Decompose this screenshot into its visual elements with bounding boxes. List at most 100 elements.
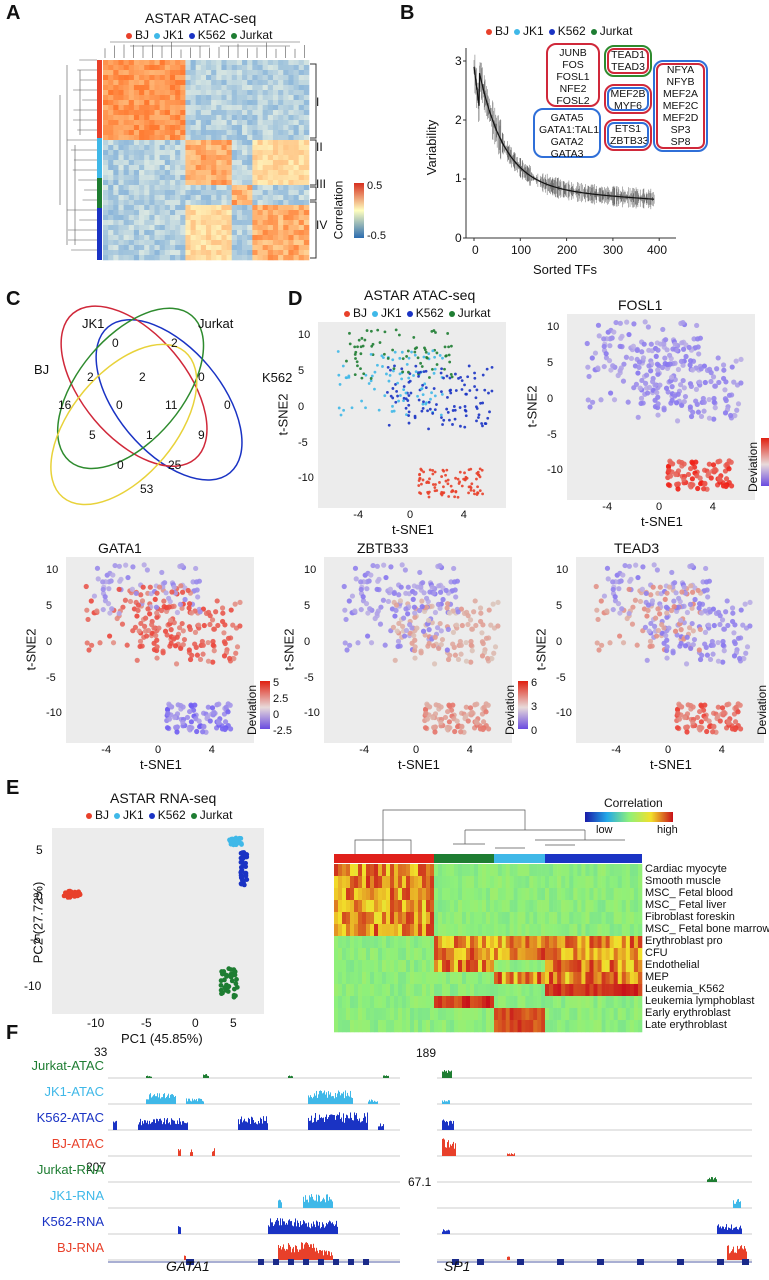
heatmap-cell bbox=[154, 195, 160, 201]
heatmap-cell bbox=[462, 864, 467, 877]
heatmap-cell bbox=[478, 924, 483, 937]
heatmap-cell bbox=[303, 70, 310, 76]
tsne-point bbox=[234, 644, 241, 650]
pca-point-k562 bbox=[239, 858, 245, 864]
tsne-point bbox=[640, 355, 647, 361]
heatmap-cell bbox=[303, 165, 310, 171]
heatmap-cell bbox=[466, 972, 471, 985]
heatmap-cell bbox=[123, 75, 130, 81]
heatmap-cell bbox=[247, 225, 253, 231]
tsne-point bbox=[437, 562, 443, 569]
heatmap-cell bbox=[190, 255, 196, 261]
heatmap-cell bbox=[113, 140, 119, 146]
heatmap-cell bbox=[278, 145, 284, 151]
tf-name: GATA3 bbox=[550, 148, 584, 160]
tsne-point bbox=[107, 610, 113, 616]
heatmap-cell bbox=[247, 145, 253, 151]
tsne-point bbox=[432, 329, 436, 332]
heatmap-cell bbox=[159, 135, 166, 141]
heatmap-cell bbox=[247, 80, 253, 86]
heatmap-cell bbox=[118, 160, 124, 166]
heatmap-cell bbox=[159, 60, 166, 66]
heatmap-cell bbox=[283, 90, 289, 96]
heatmap-cell bbox=[211, 240, 217, 246]
heatmap-cell bbox=[159, 245, 166, 251]
heatmap-cell bbox=[557, 888, 562, 901]
tsne-point bbox=[200, 642, 206, 648]
heatmap-cell bbox=[226, 220, 233, 226]
tsne-point bbox=[89, 642, 95, 648]
heatmap-cell bbox=[211, 155, 217, 161]
tsne-point bbox=[393, 602, 400, 608]
heatmap-cell bbox=[200, 140, 207, 146]
tsne-point bbox=[479, 653, 486, 659]
heatmap-cell bbox=[267, 240, 274, 246]
tsne-point bbox=[342, 640, 348, 646]
heatmap-cell bbox=[164, 245, 171, 251]
heatmap-cell bbox=[298, 220, 305, 226]
pca-xtick: -10 bbox=[87, 1016, 105, 1030]
heatmap-cell bbox=[390, 900, 395, 913]
heatmap-cell bbox=[462, 996, 467, 1009]
tsne-point bbox=[485, 726, 492, 732]
heatmap-cell bbox=[298, 130, 305, 136]
heatmap-cell bbox=[462, 960, 467, 973]
tsne-point bbox=[402, 567, 408, 573]
heatmap-cell bbox=[195, 140, 202, 146]
heatmap-cell bbox=[298, 120, 305, 126]
heatmap-cell bbox=[257, 110, 263, 116]
tsne-point bbox=[178, 645, 184, 652]
heatmap-cell bbox=[303, 135, 310, 141]
tsne-point bbox=[412, 374, 415, 377]
heatmap-cell bbox=[242, 65, 248, 71]
tsne-point bbox=[463, 478, 467, 482]
tsne-point bbox=[410, 596, 416, 602]
heatmap-cell bbox=[358, 912, 363, 925]
heatmap-cell bbox=[267, 160, 274, 166]
tsne-point bbox=[724, 461, 730, 467]
panel-a-title: ASTAR ATAC-seq bbox=[145, 10, 257, 26]
heatmap-cell bbox=[118, 155, 124, 161]
tsne-point bbox=[138, 592, 144, 598]
heatmap-cell bbox=[113, 165, 119, 171]
heatmap-cell bbox=[231, 210, 238, 216]
xtick-b-4: 400 bbox=[647, 243, 668, 257]
heatmap-cell bbox=[521, 888, 526, 901]
heatmap-cell bbox=[272, 255, 279, 261]
xtick-b-1: 100 bbox=[511, 243, 532, 257]
tsne-point bbox=[209, 617, 216, 623]
heatmap-cell bbox=[272, 80, 279, 86]
tsne-point bbox=[401, 370, 405, 374]
tsne-point bbox=[608, 390, 614, 396]
heatmap-cell bbox=[175, 115, 181, 121]
tsne-point bbox=[353, 353, 357, 356]
heatmap-cell bbox=[195, 225, 202, 231]
pca-point-jurkat bbox=[221, 969, 227, 974]
heatmap-cell bbox=[288, 215, 294, 221]
tsne-point bbox=[711, 395, 717, 402]
heatmap-cell bbox=[221, 225, 227, 231]
heatmap-cell bbox=[549, 888, 554, 901]
tsne-point bbox=[444, 647, 450, 653]
heatmap-cell bbox=[236, 210, 243, 216]
tsne-point bbox=[445, 407, 449, 411]
heatmap-cell bbox=[378, 948, 383, 961]
heatmap-cell bbox=[169, 125, 176, 131]
heatmap-cell bbox=[293, 165, 299, 171]
heatmap-cell bbox=[537, 996, 542, 1009]
tsne-point bbox=[413, 416, 417, 420]
heatmap-cell bbox=[497, 948, 503, 961]
heatmap-cell bbox=[159, 255, 166, 261]
heatmap-cell bbox=[303, 190, 310, 196]
heatmap-cell bbox=[231, 70, 238, 76]
heatmap-cell bbox=[272, 145, 279, 151]
heatmap-cell bbox=[108, 160, 114, 166]
heatmap-cell bbox=[390, 984, 395, 997]
tsne-point bbox=[201, 622, 207, 629]
tsne-point bbox=[478, 467, 482, 471]
heatmap-cell bbox=[247, 205, 253, 211]
heatmap-cell bbox=[159, 220, 166, 226]
heatmap-cell bbox=[185, 135, 191, 141]
panel-d-letter: D bbox=[288, 288, 303, 310]
heatmap-cell bbox=[139, 175, 145, 181]
